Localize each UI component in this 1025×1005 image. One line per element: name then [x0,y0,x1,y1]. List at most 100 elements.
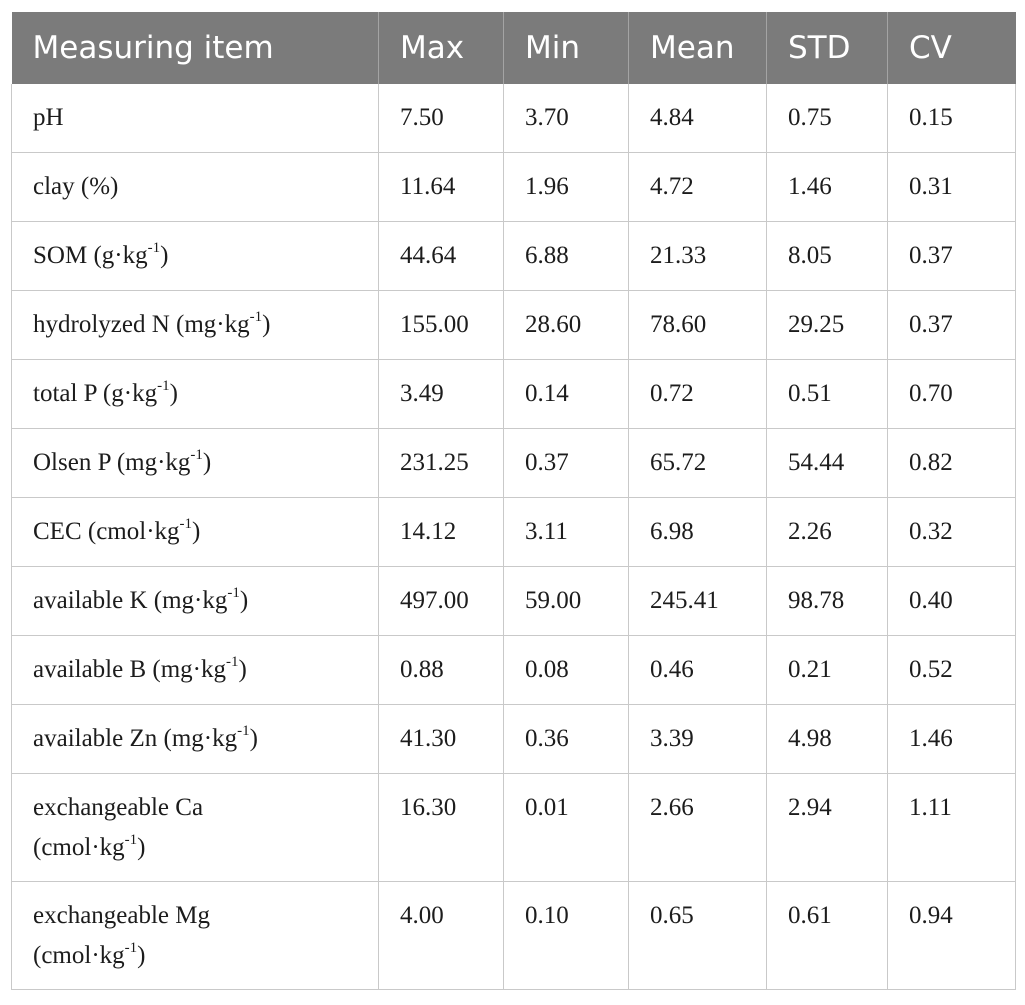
unit-exponent: -1 [190,447,203,463]
item-unit: (mg·kg [152,656,227,683]
mean-cell: 65.72 [628,428,767,498]
max-cell: 16.30 [378,773,504,882]
item-label: available B [33,656,153,683]
table-row: hydrolyzed N (mg·kg-1) 155.00 28.60 78.60 29… [11,290,1016,360]
unit-exponent: -1 [157,378,170,394]
unit-exponent: -1 [226,654,239,670]
header-cv: CV [887,12,1016,84]
min-cell: 3.11 [503,497,629,567]
unit-exponent: -1 [237,723,250,739]
item-label: CEC [33,518,88,545]
measuring-item-cell: available Zn (mg·kg-1) [11,704,379,774]
unit-exponent: -1 [124,832,138,848]
measuring-item-cell: SOM (g·kg-1) [11,221,379,291]
measuring-item-cell: total P (g·kg-1) [11,359,379,429]
item-unit: (cmol·kg [87,518,180,545]
max-cell: 44.64 [378,221,504,291]
min-cell: 0.36 [503,704,629,774]
item-unit: (mg·kg [163,725,238,752]
mean-cell: 0.72 [628,359,767,429]
cv-cell: 0.40 [887,566,1016,636]
cv-cell: 0.15 [887,84,1016,153]
measuring-item-cell: hydrolyzed N (mg·kg-1) [11,290,379,360]
item-label: exchangeable Mg [33,902,211,929]
unit-close-paren: ) [202,449,212,476]
table-row: SOM (g·kg-1) 44.64 6.88 21.33 8.05 0.37 [11,221,1016,291]
item-unit: (g·kg [102,380,158,407]
table-body: pH 7.50 3.70 4.84 0.75 0.15 clay (%) 11.64 1.96 4… [11,84,1016,990]
table-row: exchangeable Mg (cmol·kg-1) 4.00 0.10 0.65 0.… [11,881,1016,990]
min-cell: 6.88 [503,221,629,291]
unit-close-paren: ) [160,242,169,269]
unit-close-paren: ) [192,518,201,545]
item-label: hydrolyzed N [33,311,177,338]
min-cell: 0.10 [503,881,629,990]
std-cell: 1.46 [766,152,888,222]
item-label: available Zn [33,725,164,752]
mean-cell: 2.66 [628,773,767,882]
cv-cell: 0.82 [887,428,1016,498]
measuring-item-cell: available K (mg·kg-1) [11,566,379,636]
max-cell: 3.49 [378,359,504,429]
unit-exponent: -1 [249,309,263,325]
cv-cell: 1.46 [887,704,1016,774]
unit-close-paren: ) [169,380,178,407]
item-label: total P [33,380,103,407]
std-cell: 4.98 [766,704,888,774]
cv-cell: 0.70 [887,359,1016,429]
measuring-item-cell: Olsen P (mg·kg-1) [11,428,379,498]
measuring-item-cell: CEC (cmol·kg-1) [11,497,379,567]
std-cell: 0.61 [766,881,888,990]
item-label: SOM [33,242,94,269]
std-cell: 2.26 [766,497,888,567]
mean-cell: 3.39 [628,704,767,774]
unit-close-paren: ) [249,725,258,752]
table-row: available Zn (mg·kg-1) 41.30 0.36 3.39 4.98 1… [11,704,1016,774]
std-cell: 0.51 [766,359,888,429]
unit-exponent: -1 [124,940,138,956]
table-row: exchangeable Ca (cmol·kg-1) 16.30 0.01 2.66 2… [11,773,1016,882]
item-label: pH [33,104,64,131]
item-unit: (cmol·kg [33,942,125,969]
max-cell: 11.64 [378,152,504,222]
item-unit: (mg·kg [176,311,250,338]
item-unit: (mg·kg [116,449,191,476]
cv-cell: 0.32 [887,497,1016,567]
max-cell: 7.50 [378,84,504,153]
header-max: Max [378,12,504,84]
cv-cell: 0.37 [887,221,1016,291]
max-cell: 0.88 [378,635,504,705]
header-std: STD [766,12,888,84]
table-row: total P (g·kg-1) 3.49 0.14 0.72 0.51 0.70 [11,359,1016,429]
min-cell: 0.08 [503,635,629,705]
table-row: clay (%) 11.64 1.96 4.72 1.46 0.31 [11,152,1016,222]
mean-cell: 245.41 [628,566,767,636]
mean-cell: 4.84 [628,84,767,153]
min-cell: 3.70 [503,84,629,153]
item-unit: (g·kg [93,242,148,269]
item-label: Olsen P [33,449,117,476]
item-unit: (mg·kg [153,587,228,614]
min-cell: 1.96 [503,152,629,222]
max-cell: 497.00 [378,566,504,636]
table-row: Olsen P (mg·kg-1) 231.25 0.37 65.72 54.44 0.8… [11,428,1016,498]
min-cell: 0.14 [503,359,629,429]
mean-cell: 4.72 [628,152,767,222]
measuring-item-cell: exchangeable Mg (cmol·kg-1) [11,881,379,990]
cv-cell: 0.94 [887,881,1016,990]
cv-cell: 1.11 [887,773,1016,882]
measuring-item-cell: available B (mg·kg-1) [11,635,379,705]
item-label: clay (%) [33,173,119,200]
header-min: Min [503,12,629,84]
cv-cell: 0.31 [887,152,1016,222]
header-measuring-item: Measuring item [11,12,379,84]
unit-close-paren: ) [137,942,146,969]
unit-exponent: -1 [147,240,161,256]
item-label: available K [33,587,154,614]
table-row: available K (mg·kg-1) 497.00 59.00 245.41 98… [11,566,1016,636]
max-cell: 155.00 [378,290,504,360]
min-cell: 0.37 [503,428,629,498]
measuring-item-cell: exchangeable Ca (cmol·kg-1) [11,773,379,882]
std-cell: 29.25 [766,290,888,360]
mean-cell: 0.46 [628,635,767,705]
